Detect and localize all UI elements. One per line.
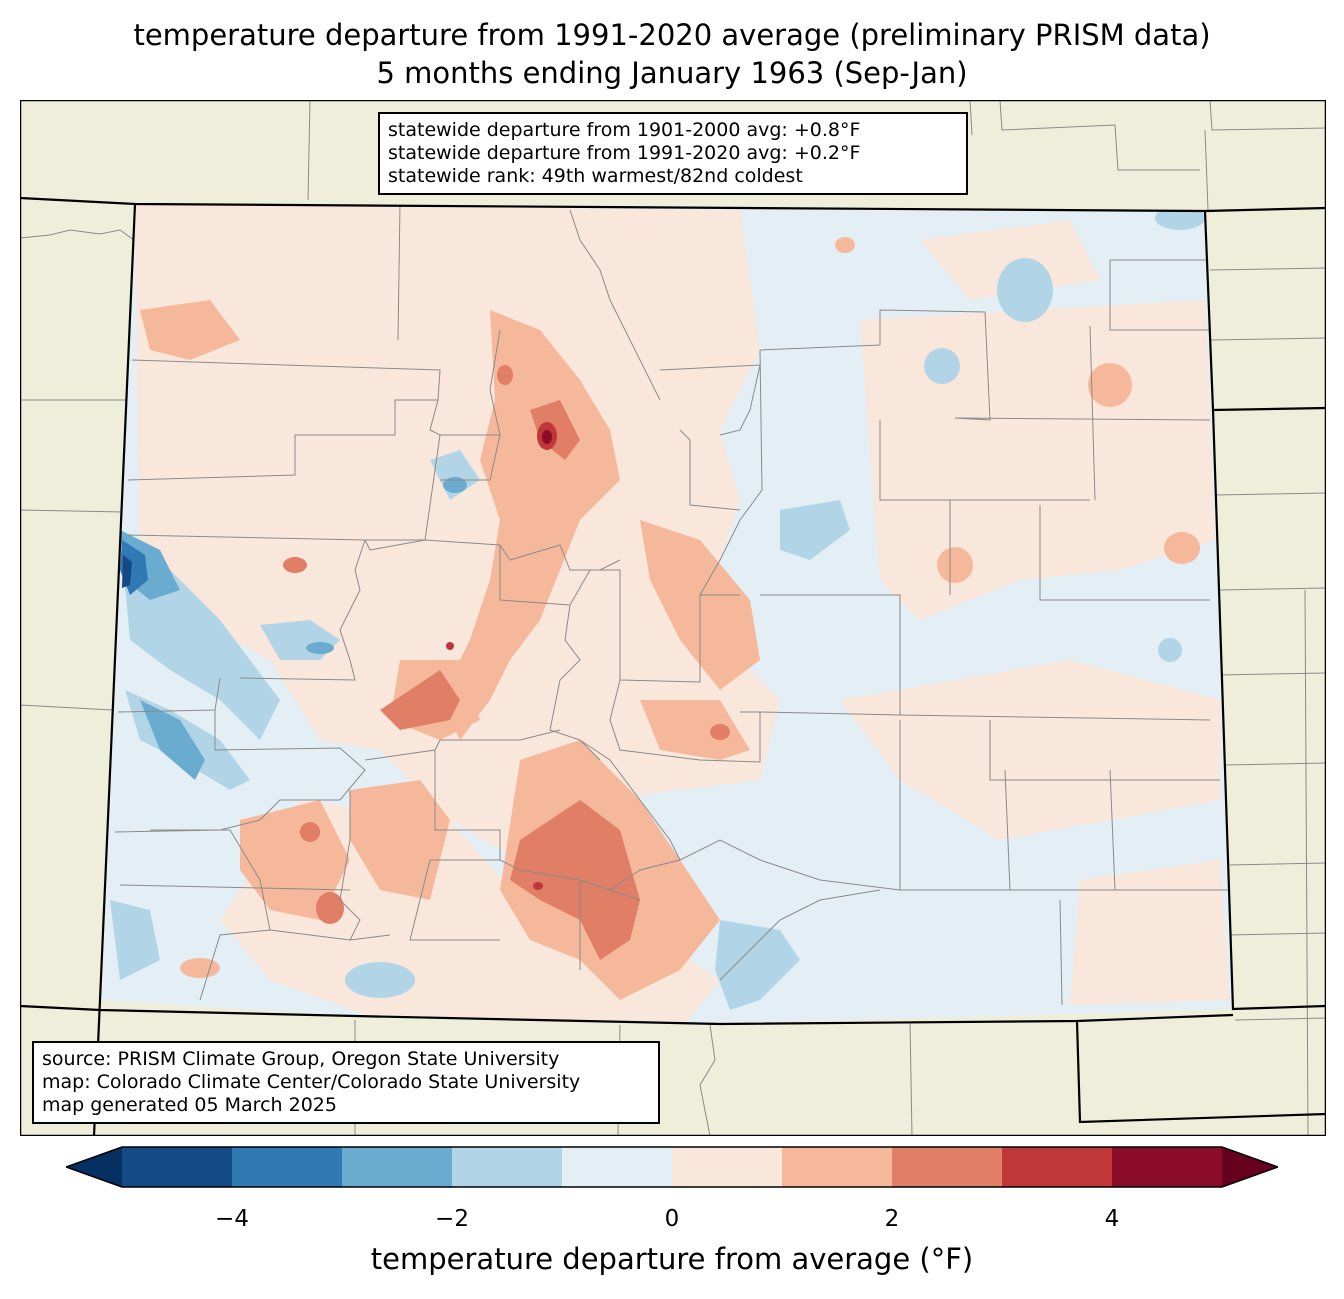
map-title-line2: 5 months ending January 1963 (Sep-Jan)	[376, 56, 968, 90]
colorbar	[66, 1146, 1278, 1188]
source-line: source: PRISM Climate Group, Oregon Stat…	[42, 1048, 560, 1070]
colorbar-bin	[782, 1147, 893, 1187]
colorbar-extend-high	[1222, 1147, 1278, 1187]
source-box: source: PRISM Climate Group, Oregon Stat…	[32, 1041, 660, 1124]
colorbar-extend-low	[66, 1147, 122, 1187]
colorbar-bin	[562, 1147, 673, 1187]
colorbar-outline	[66, 1146, 1278, 1188]
temperature-shading	[100, 204, 1233, 1024]
colorbar-bin	[892, 1147, 1003, 1187]
county-lines	[114, 204, 1230, 1006]
colorbar-label: temperature departure from average (°F)	[370, 1242, 974, 1276]
statewide-stats-box: statewide departure from 1901-2000 avg: …	[378, 112, 968, 195]
colorado-temperature-map	[20, 100, 1326, 1136]
colorbar-bin	[342, 1147, 453, 1187]
stats-departure-1901-2000: statewide departure from 1901-2000 avg: …	[388, 119, 861, 141]
colorbar-bin	[1112, 1147, 1223, 1187]
generated-date-line: map generated 05 March 2025	[42, 1094, 337, 1116]
colorbar-bin	[1002, 1147, 1113, 1187]
map-frame	[20, 100, 1326, 1136]
colorbar-bin	[452, 1147, 563, 1187]
stats-rank: statewide rank: 49th warmest/82nd coldes…	[388, 165, 803, 187]
colorbar-bin	[122, 1147, 233, 1187]
colorbar-tick-label: −4	[215, 1206, 249, 1232]
colorbar-bin	[232, 1147, 343, 1187]
map-title-line1: temperature departure from 1991-2020 ave…	[133, 18, 1211, 52]
colorbar-bin	[672, 1147, 783, 1187]
colorbar-tick-label: −2	[435, 1206, 469, 1232]
colorbar-tick-label: 2	[884, 1206, 900, 1232]
map-credit-line: map: Colorado Climate Center/Colorado St…	[42, 1071, 581, 1093]
colorbar-tick-label: 0	[664, 1206, 680, 1232]
colorbar-tick-label: 4	[1104, 1206, 1120, 1232]
stats-departure-1991-2020: statewide departure from 1991-2020 avg: …	[388, 142, 861, 164]
